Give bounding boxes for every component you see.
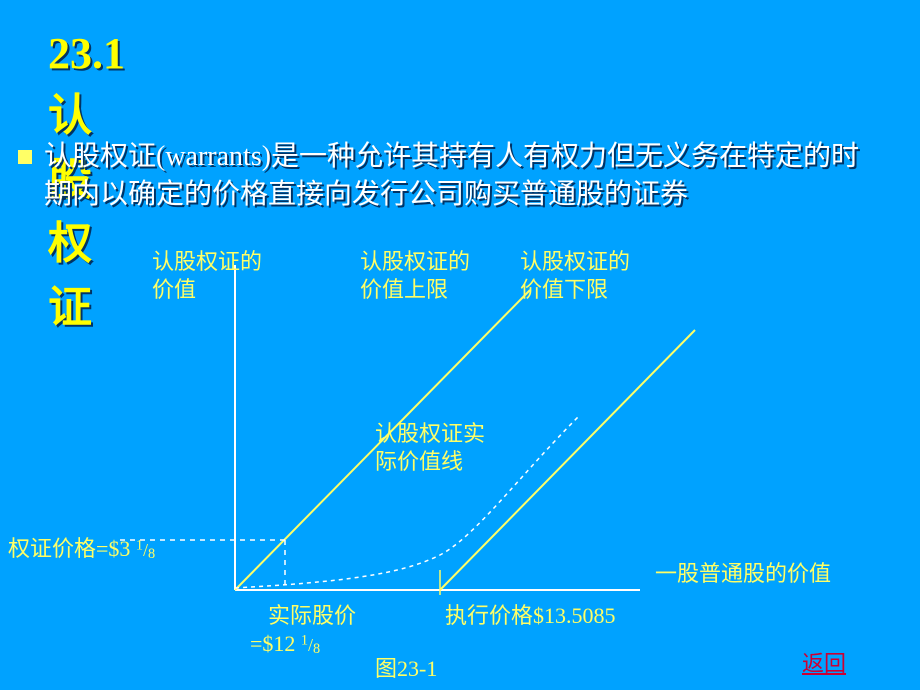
actual-stock-price-label: 实际股价 [268, 602, 356, 630]
actual-line-label-1: 认股权证实 [375, 420, 485, 448]
warrant-price-frac: 1/8 [136, 536, 155, 561]
actual-price-frac: 1/8 [301, 631, 320, 656]
lower-bound-line [440, 330, 695, 590]
slide-root: 23.1认股权证 23.1认股权证 认股权证(warrants)是一种允许其持有… [0, 0, 920, 690]
lower-bound-label: 认股权证的 价值下限 [520, 248, 630, 303]
upper-bound-label: 认股权证的 价值上限 [360, 248, 470, 303]
warrant-price-label: 权证价格=$3 1/8 [8, 535, 155, 564]
exercise-price-label: 执行价格$13.5085 [445, 602, 616, 630]
actual-stock-price-value: =$12 1/8 [250, 630, 320, 659]
warrant-price-prefix: 权证价格=$3 [8, 536, 136, 561]
actual-price-prefix: =$12 [250, 631, 301, 656]
figure-caption: 图23-1 [375, 655, 437, 683]
actual-line-label-2: 际价值线 [375, 448, 463, 476]
y-axis-label: 认股权证的 价值 [152, 248, 262, 303]
x-axis-label: 一股普通股的价值 [655, 560, 831, 588]
return-link[interactable]: 返回 [802, 650, 846, 678]
